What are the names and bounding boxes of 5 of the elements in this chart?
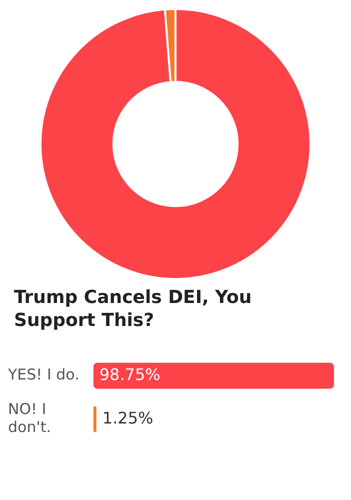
y-tick-label: YES! I do.: [7, 365, 80, 384]
data-label: 98.75%: [99, 364, 160, 384]
y-tick-label: NO! I don't.: [8, 400, 51, 436]
chart-title: Trump Cancels DEI, You Support This?: [14, 286, 253, 333]
data-label: 1.25%: [102, 408, 154, 428]
